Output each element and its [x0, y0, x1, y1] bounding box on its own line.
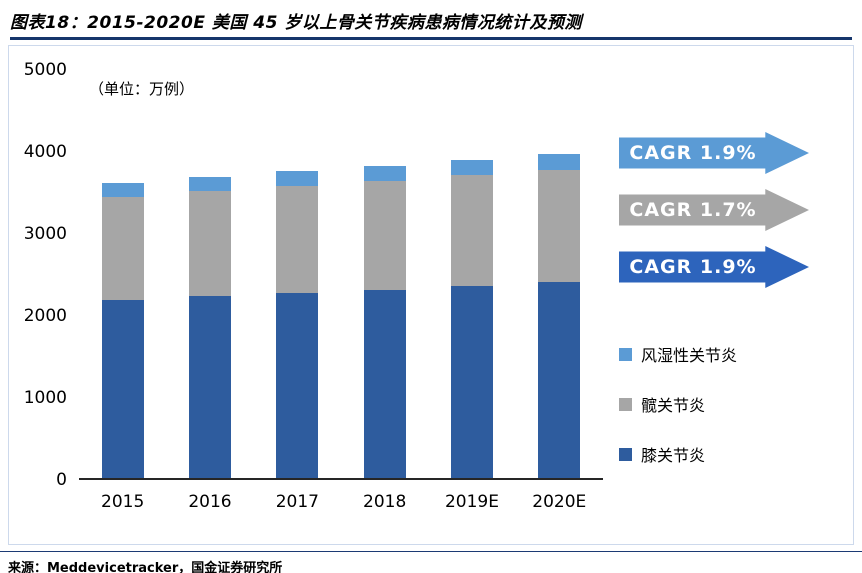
bar-segment-膝关节炎	[450, 286, 493, 478]
bar-segment-膝关节炎	[101, 300, 144, 478]
bar-segment-髋关节炎	[101, 196, 144, 301]
title-divider	[10, 37, 852, 40]
stacked-bar-2016	[188, 70, 231, 478]
stacked-bar-2018	[363, 70, 406, 478]
bar-segment-风湿性关节炎	[276, 171, 319, 186]
legend-swatch-icon	[619, 347, 632, 361]
bar-segment-膝关节炎	[188, 296, 231, 478]
legend-label: 风湿性关节炎	[641, 346, 738, 365]
figure-header: 图表18：2015-2020E 美国 45 岁以上骨关节疾病患病情况统计及预测	[0, 0, 862, 40]
bar-segment-膝关节炎	[538, 282, 581, 478]
legend-swatch-icon	[619, 447, 632, 461]
x-axis: 2015 2016 2017 2018 2019E 2020E	[79, 480, 603, 524]
figure-title: 图表18：2015-2020E 美国 45 岁以上骨关节疾病患病情况统计及预测	[10, 13, 582, 33]
bar-slot-2015	[79, 70, 166, 478]
legend-swatch-icon	[619, 397, 632, 411]
stacked-bar-2020E	[538, 70, 581, 478]
bar-slot-2018	[341, 70, 428, 478]
bar-segment-髋关节炎	[538, 169, 581, 283]
bar-segment-髋关节炎	[450, 175, 493, 287]
stacked-bar-2017	[276, 70, 319, 478]
x-tick-label: 2019E	[444, 492, 499, 512]
bar-segment-风湿性关节炎	[101, 182, 144, 197]
bar-segment-风湿性关节炎	[363, 165, 406, 181]
annotation-panel: CAGR 1.9% CAGR 1.7% CAGR 1.9% 风湿性关节炎 髋关节炎膝关…	[603, 70, 847, 540]
x-tick-label: 2015	[101, 492, 145, 512]
plot-area: （单位：万例）	[79, 70, 603, 480]
legend-item-风湿性关节炎: 风湿性关节炎	[619, 342, 847, 366]
cagr-arrow-2: CAGR 1.7%	[619, 189, 809, 231]
legend-item-膝关节炎: 膝关节炎	[619, 442, 847, 466]
x-tick-label: 2016	[188, 492, 232, 512]
bar-segment-髋关节炎	[188, 190, 231, 297]
legend-item-髋关节炎: 髋关节炎	[619, 392, 847, 416]
y-axis: 0 1000 2000 3000 4000 5000	[13, 60, 79, 490]
cagr-arrow-1: CAGR 1.9%	[619, 132, 809, 174]
unit-label: （单位：万例）	[89, 80, 195, 98]
chart-container: 0 1000 2000 3000 4000 5000 （单位：万例） 2015 2016 20…	[8, 45, 854, 545]
bar-segment-髋关节炎	[363, 181, 406, 290]
y-tick-label: 1000	[23, 388, 67, 408]
legend-label: 髋关节炎	[641, 396, 706, 415]
y-tick-label: 3000	[23, 224, 67, 244]
bar-segment-风湿性关节炎	[450, 159, 493, 176]
source-footer: 来源：Meddevicetracker，国金证券研究所	[0, 551, 862, 573]
cagr-arrow-3: CAGR 1.9%	[619, 246, 809, 288]
stacked-bar-2019E	[450, 70, 493, 478]
y-tick-label: 5000	[23, 60, 67, 80]
bar-slot-2016	[166, 70, 253, 478]
cagr-arrows: CAGR 1.9% CAGR 1.7% CAGR 1.9%	[619, 132, 847, 288]
x-tick-label: 2020E	[532, 492, 587, 512]
legend-label: 膝关节炎	[641, 446, 706, 465]
bar-segment-膝关节炎	[363, 289, 406, 478]
stacked-bar-2015	[101, 70, 144, 478]
bar-slot-2020E	[516, 70, 603, 478]
bar-segment-风湿性关节炎	[188, 176, 231, 191]
y-tick-label: 2000	[23, 306, 67, 326]
bar-segment-髋关节炎	[276, 185, 319, 293]
x-tick-label: 2018	[363, 492, 407, 512]
stacked-bar-chart: 0 1000 2000 3000 4000 5000 （单位：万例） 2015 2016 20…	[13, 60, 603, 540]
bar-slot-2019E	[428, 70, 515, 478]
chart-legend: 风湿性关节炎 髋关节炎膝关节炎	[619, 342, 847, 492]
bar-segment-风湿性关节炎	[538, 154, 581, 170]
y-tick-label: 4000	[23, 142, 67, 162]
y-tick-label: 0	[56, 470, 67, 490]
bar-segment-膝关节炎	[276, 292, 319, 478]
source-text: 来源：Meddevicetracker，国金证券研究所	[8, 561, 283, 573]
bar-slot-2017	[254, 70, 341, 478]
x-tick-label: 2017	[275, 492, 319, 512]
